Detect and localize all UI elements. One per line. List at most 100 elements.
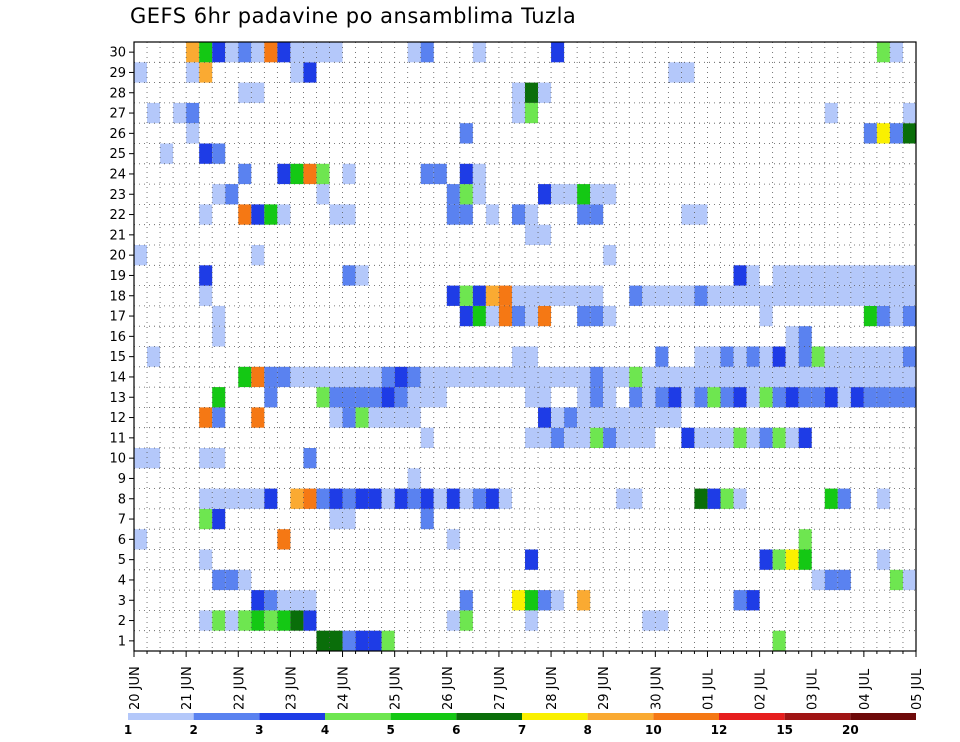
heatmap-cell [824,366,838,388]
legend-label: 5 [386,723,394,737]
x-tick-label: 01 JUL [701,668,716,710]
heatmap-cell [837,366,851,388]
heatmap-cell [772,549,786,570]
heatmap-cell [251,590,265,611]
heatmap-cell [199,285,213,306]
heatmap-cell [342,630,356,651]
heatmap-cell [485,488,499,509]
heatmap-cell [876,123,890,144]
heatmap-cell [772,265,786,286]
heatmap-cell [498,488,512,509]
legend-swatch [719,713,785,720]
heatmap-cell [342,366,356,388]
heatmap-cell [290,366,304,388]
y-tick-label: 7 [118,513,126,528]
heatmap-cell [368,387,382,408]
heatmap-cell [446,285,460,306]
y-tick-label: 15 [109,350,126,365]
heatmap-cell [433,163,447,185]
heatmap-cell [772,285,786,306]
heatmap-cell [420,387,434,408]
heatmap-cell [199,549,213,570]
y-tick-label: 8 [118,492,126,507]
heatmap-cell [420,163,434,185]
y-tick-label: 26 [109,127,126,142]
heatmap-cell [329,42,343,63]
heatmap-cell [759,366,773,388]
heatmap-cell [681,62,695,83]
heatmap-cell [876,346,890,367]
heatmap-cell [577,204,591,225]
chart-title: GEFS 6hr padavine po ansamblima Tuzla [130,4,577,28]
heatmap-cell [564,184,578,205]
legend-label: 8 [583,723,591,737]
heatmap-cell [577,305,591,327]
heatmap-cell [759,346,773,367]
heatmap-cell [655,610,669,631]
heatmap-cell [277,529,291,550]
heatmap-cell [720,285,734,306]
y-tick-label: 19 [109,269,126,284]
heatmap-cell [668,285,682,306]
y-tick-label: 3 [118,594,126,609]
heatmap-cell [733,285,747,306]
heatmap-cell [355,265,369,286]
heatmap-cell [212,448,226,469]
heatmap-cell [472,305,486,327]
heatmap-cell [564,366,578,388]
legend-label: 3 [255,723,263,737]
y-tick-label: 5 [118,553,126,568]
heatmap-cell [551,366,565,388]
heatmap-cell [863,305,877,327]
heatmap-cell [277,366,291,388]
heatmap-cell [863,346,877,367]
heatmap-cell [902,265,916,286]
heatmap-cell [186,62,200,83]
heatmap-cell [785,366,799,388]
heatmap-cell [342,204,356,225]
heatmap-cell [485,305,499,327]
heatmap-cell [837,285,851,306]
heatmap-cell [850,346,864,367]
heatmap-cell [329,407,343,428]
heatmap-cell [199,610,213,631]
heatmap-cell [538,224,552,245]
heatmap-cell [485,366,499,388]
x-tick-label: 26 JUN [441,666,456,710]
heatmap-cell [811,346,825,367]
heatmap-cell [564,407,578,428]
heatmap-cell [420,488,434,509]
heatmap-cell [694,427,708,448]
x-tick-label: 04 JUL [858,668,873,710]
heatmap-cell [694,204,708,225]
heatmap-cell [225,488,239,509]
heatmap-cell [186,42,200,63]
heatmap-cell [694,285,708,306]
heatmap-cell [251,245,265,266]
heatmap-cell [889,305,903,327]
heatmap-cell [329,630,343,651]
heatmap-cell [785,326,799,347]
legend-swatch [325,713,391,720]
heatmap-cell [459,123,473,144]
heatmap-cell [642,285,656,306]
heatmap-cell [681,387,695,408]
heatmap-cell [238,204,252,225]
heatmap-cell [290,163,304,185]
x-tick-label: 24 JUN [337,666,352,710]
heatmap-cell [707,366,721,388]
heatmap-cell [316,163,330,185]
heatmap-cell [655,346,669,367]
heatmap-cell [785,427,799,448]
y-tick-label: 13 [109,391,126,406]
grid-lines [134,42,916,651]
heatmap-cell [668,62,682,83]
heatmap-cell [251,488,265,509]
legend-swatch [587,713,654,720]
heatmap-cell [759,285,773,306]
heatmap-cell [655,366,669,388]
heatmap-cell [446,184,460,205]
heatmap-cell [238,366,252,388]
y-tick-label: 2 [118,614,126,629]
heatmap-cell [381,407,395,428]
